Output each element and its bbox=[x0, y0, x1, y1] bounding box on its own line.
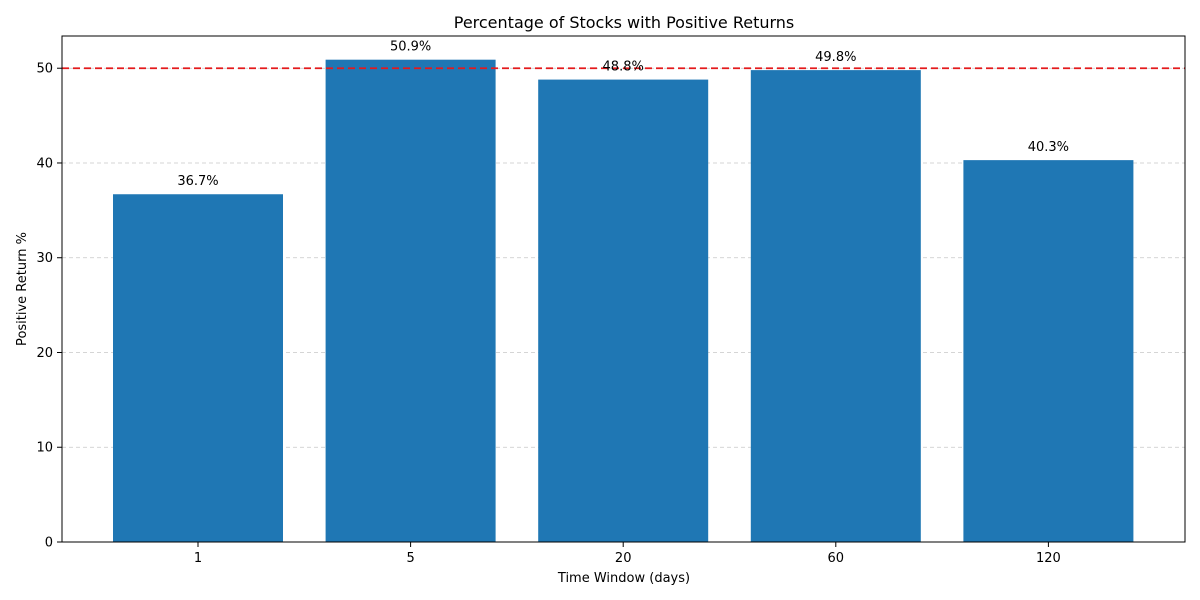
y-tick-label: 30 bbox=[36, 251, 53, 266]
bars bbox=[113, 59, 1134, 542]
y-axis-ticks: 0 10 20 30 40 50 bbox=[36, 62, 62, 551]
x-tick-label: 120 bbox=[1036, 551, 1061, 566]
y-tick-label: 40 bbox=[36, 156, 53, 171]
bar-60 bbox=[750, 70, 921, 542]
data-label-60: 49.8% bbox=[815, 50, 856, 65]
bar-5 bbox=[325, 59, 496, 542]
data-label-1: 36.7% bbox=[177, 174, 218, 189]
data-label-20: 48.8% bbox=[603, 60, 644, 75]
x-tick-label: 20 bbox=[615, 551, 632, 566]
bar-1 bbox=[113, 194, 283, 542]
data-label-5: 50.9% bbox=[390, 40, 431, 55]
chart-title: Percentage of Stocks with Positive Retur… bbox=[454, 13, 795, 32]
bar-data-labels: 36.7% 50.9% 48.8% 49.8% 40.3% bbox=[177, 40, 1069, 190]
x-tick-label: 5 bbox=[406, 551, 414, 566]
x-tick-label: 1 bbox=[194, 551, 202, 566]
data-label-120: 40.3% bbox=[1028, 140, 1069, 155]
y-tick-label: 20 bbox=[36, 346, 53, 361]
y-axis-label: Positive Return % bbox=[15, 232, 30, 346]
bar-20 bbox=[538, 79, 709, 542]
x-axis-label: Time Window (days) bbox=[557, 571, 690, 586]
y-tick-label: 10 bbox=[36, 441, 53, 456]
y-tick-label: 50 bbox=[36, 62, 53, 77]
bar-120 bbox=[963, 160, 1134, 542]
y-tick-label: 0 bbox=[45, 536, 53, 551]
x-axis-ticks: 1 5 20 60 120 bbox=[194, 542, 1061, 566]
x-tick-label: 60 bbox=[828, 551, 845, 566]
